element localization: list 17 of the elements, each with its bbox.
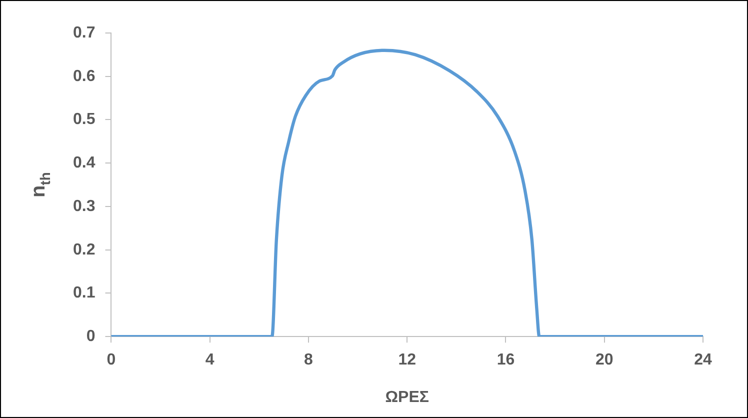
y-tick-label: 0.7 <box>72 24 96 42</box>
y-tick-label: 0.4 <box>72 154 96 172</box>
x-tick-label: 24 <box>694 352 712 369</box>
y-axis-title: nth <box>28 172 53 198</box>
x-tick-label: 8 <box>304 352 314 369</box>
y-tick-label: 0.1 <box>72 284 96 302</box>
x-tick-label: 4 <box>205 352 214 369</box>
y-tick-label: 0.6 <box>72 68 96 85</box>
x-tick-label: 20 <box>595 352 614 369</box>
y-tick-label: 0 <box>86 328 96 346</box>
y-tick-label: 0.5 <box>72 111 96 128</box>
y-tick-label: 0.2 <box>72 241 96 258</box>
x-tick-label: 16 <box>496 352 515 369</box>
y-tick-label: 0.3 <box>72 198 96 215</box>
x-tick-label: 12 <box>398 352 416 369</box>
x-tick-label: 0 <box>106 352 116 369</box>
x-axis-title: ΩΡΕΣ <box>385 388 430 406</box>
